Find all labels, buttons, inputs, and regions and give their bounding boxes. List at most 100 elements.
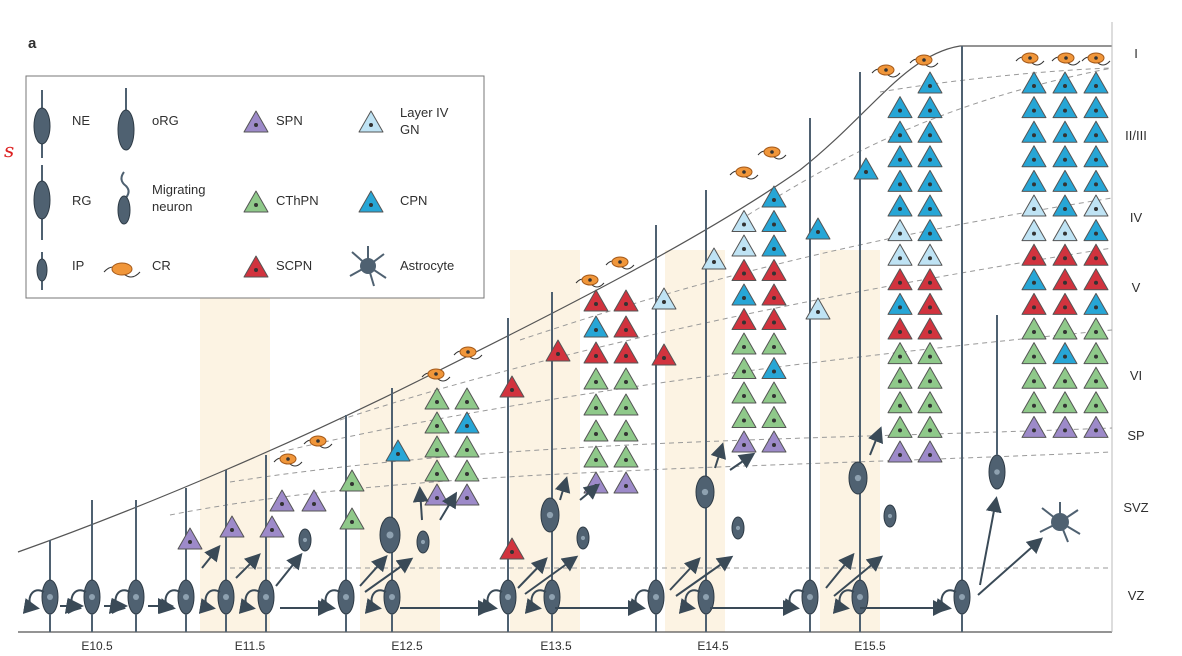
neuron-e15 xyxy=(917,292,943,315)
neuron-adult xyxy=(1021,169,1047,192)
neuron-e13 xyxy=(583,289,609,312)
neuron-e14 xyxy=(761,234,787,257)
legend-item-l4: Layer IV GN xyxy=(358,105,449,137)
neuron-adult xyxy=(1083,243,1109,266)
neuron-e15 xyxy=(917,342,943,365)
neuron-e12 xyxy=(454,459,480,482)
intermediate-progenitor xyxy=(298,528,312,552)
lineage-arrow xyxy=(977,537,1043,596)
stage-label: E14.5 xyxy=(697,639,729,653)
neuron-e15 xyxy=(887,194,913,217)
lineage-arrow xyxy=(275,552,303,587)
neuron-e11 xyxy=(301,489,327,512)
legend-label: IP xyxy=(72,258,84,273)
lineage-arrow xyxy=(825,552,855,589)
neuron-adult xyxy=(1052,415,1078,438)
neuron-e15 xyxy=(887,292,913,315)
cajal-retzius-cells xyxy=(273,52,1111,467)
radial-glia-cell xyxy=(851,72,869,632)
legend-item-rg: RG xyxy=(33,165,92,240)
layer-label: I xyxy=(1134,46,1138,61)
stage-band xyxy=(820,250,880,632)
cr-cell xyxy=(421,368,451,382)
neuron-adult xyxy=(1083,415,1109,438)
lineage-arrow xyxy=(364,557,414,593)
neuron-adult xyxy=(1083,268,1109,291)
pial-surface xyxy=(17,22,1113,633)
intermediate-progenitor xyxy=(416,530,430,554)
lineage-arrow xyxy=(979,496,1002,586)
self-renewal-arrow xyxy=(364,589,387,614)
neuron-adult xyxy=(1052,120,1078,143)
legend-item-mig: Migrating neuron xyxy=(117,171,205,225)
legend-label: SCPN xyxy=(276,258,312,273)
outer-radial-glia xyxy=(988,454,1006,490)
legend-item-ne: NE xyxy=(33,90,90,158)
neuron-adult xyxy=(1083,342,1109,365)
neuron-e13 xyxy=(613,289,639,312)
neuron-adult xyxy=(1052,145,1078,168)
layer-label: VI xyxy=(1130,368,1142,383)
intermediate-progenitor xyxy=(883,504,897,528)
cr-cell xyxy=(273,453,303,467)
neuron-e13 xyxy=(583,315,609,338)
neuron-e13 xyxy=(613,419,639,442)
legend: NE oRG SPN Layer IV GN RG Migrating neuron CThPN… xyxy=(25,75,485,299)
cr-cell xyxy=(1081,52,1111,66)
cr-cell xyxy=(575,274,605,288)
lineage-arrows xyxy=(60,426,1043,616)
neuron-e15 xyxy=(887,342,913,365)
stage-label: E11.5 xyxy=(235,639,266,653)
stage-band xyxy=(510,250,580,632)
stage-band xyxy=(360,250,440,632)
radial-glia-cell xyxy=(499,318,517,632)
neuron-e14 xyxy=(731,357,757,379)
radial-glia-cell xyxy=(697,190,715,632)
lineage-arrow xyxy=(554,476,571,501)
neuron-e15 xyxy=(917,219,943,242)
outer-radial-glia xyxy=(540,497,560,533)
neuron-e14 xyxy=(761,381,787,404)
neuron-e13 xyxy=(613,393,639,416)
neuron-e15 xyxy=(887,169,913,192)
cr-cell xyxy=(453,346,483,360)
neuron-e14 xyxy=(731,430,757,453)
layer-boundary xyxy=(169,451,1113,516)
neuron-e15 xyxy=(887,96,913,119)
legend-item-scpn: SCPN xyxy=(243,255,312,278)
neuron-e14 xyxy=(761,406,787,428)
lineage-arrow xyxy=(710,442,726,469)
neuron-adult xyxy=(1052,219,1078,242)
neuron-adult xyxy=(1083,292,1109,315)
layer-label: IV xyxy=(1130,210,1143,225)
neuron-e14 xyxy=(761,357,787,379)
neuron-adult xyxy=(1083,317,1109,340)
neuron-adult xyxy=(1021,145,1047,168)
neuron-e15 xyxy=(887,120,913,143)
legend-item-cthpn: CThPN xyxy=(243,190,319,213)
lineage-arrow xyxy=(517,557,548,589)
neuron-e13 xyxy=(613,367,639,390)
neuron-e15 xyxy=(917,71,943,94)
legend-item-ip: IP xyxy=(36,252,84,290)
neuron-adult xyxy=(1052,317,1078,340)
lineage-arrow xyxy=(439,491,458,521)
neuron-adult xyxy=(1083,120,1109,143)
neuron-e15 xyxy=(917,169,943,192)
neuron-adult xyxy=(1021,292,1047,315)
neuron-adult xyxy=(1021,219,1047,242)
neuron-adult xyxy=(1052,169,1078,192)
neuron-e13 xyxy=(613,471,639,494)
layer-boundary xyxy=(879,67,1113,93)
legend-label: Layer IV xyxy=(400,105,449,120)
neuron-adult xyxy=(1052,71,1078,94)
neuron-e15 xyxy=(887,243,913,266)
neuron-e13 xyxy=(583,419,609,442)
neuron-adult xyxy=(1052,342,1078,365)
neuron-e15 xyxy=(917,366,943,389)
stage-label: E12.5 xyxy=(391,639,423,653)
neuron-e13 xyxy=(583,341,609,364)
neuron-e14 xyxy=(761,185,787,208)
layer-boundary xyxy=(339,247,1113,421)
migrating-neuron xyxy=(177,527,203,550)
